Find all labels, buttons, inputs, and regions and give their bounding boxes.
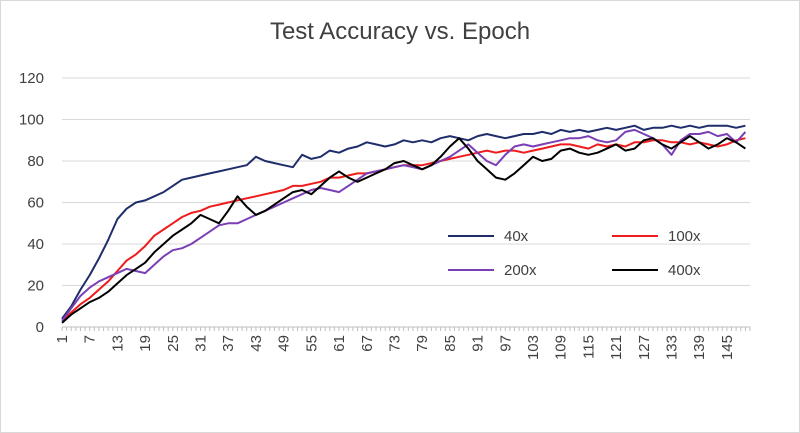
x-tick-label-61: 61	[331, 335, 348, 352]
legend-label-40x: 40x	[504, 228, 529, 245]
legend-label-200x: 200x	[504, 262, 537, 279]
x-tick-label-37: 37	[220, 335, 237, 352]
x-tick-label-7: 7	[82, 335, 99, 343]
x-tick-label-145: 145	[719, 335, 736, 360]
y-tick-label-100: 100	[19, 112, 44, 129]
legend-label-100x: 100x	[668, 228, 701, 245]
x-tick-label-85: 85	[442, 335, 459, 352]
x-tick-label-133: 133	[664, 335, 681, 360]
x-tick-label-55: 55	[303, 335, 320, 352]
y-tick-label-60: 60	[27, 195, 44, 212]
series-line-400x	[61, 135, 746, 324]
x-tick-label-79: 79	[414, 335, 431, 352]
y-tick-label-20: 20	[27, 278, 44, 295]
x-tick-label-25: 25	[165, 335, 182, 352]
x-tick-label-115: 115	[580, 335, 597, 359]
chart-title: Test Accuracy vs. Epoch	[269, 18, 531, 45]
x-tick-label-19: 19	[137, 335, 154, 352]
x-tick-label-121: 121	[608, 335, 625, 360]
x-tick-label-91: 91	[470, 335, 487, 352]
x-tick-label-103: 103	[525, 335, 542, 360]
x-tick-label-73: 73	[386, 335, 403, 352]
y-tick-label-0: 0	[36, 319, 44, 336]
x-tick-label-139: 139	[691, 335, 708, 360]
x-tick-label-31: 31	[193, 335, 210, 352]
y-tick-label-80: 80	[27, 153, 44, 170]
x-tick-label-1: 1	[54, 335, 71, 343]
series-line-40x	[61, 124, 746, 320]
y-tick-label-40: 40	[27, 236, 44, 253]
x-tick-label-49: 49	[276, 335, 293, 352]
legend-label-400x: 400x	[668, 262, 701, 279]
x-tick-label-43: 43	[248, 335, 265, 352]
x-tick-label-127: 127	[636, 335, 653, 360]
y-tick-label-120: 120	[19, 70, 44, 87]
x-tick-label-13: 13	[109, 335, 126, 352]
series-line-200x	[61, 128, 747, 322]
x-tick-label-67: 67	[359, 335, 376, 352]
x-tick-label-109: 109	[553, 335, 570, 360]
x-tick-label-97: 97	[497, 335, 514, 352]
